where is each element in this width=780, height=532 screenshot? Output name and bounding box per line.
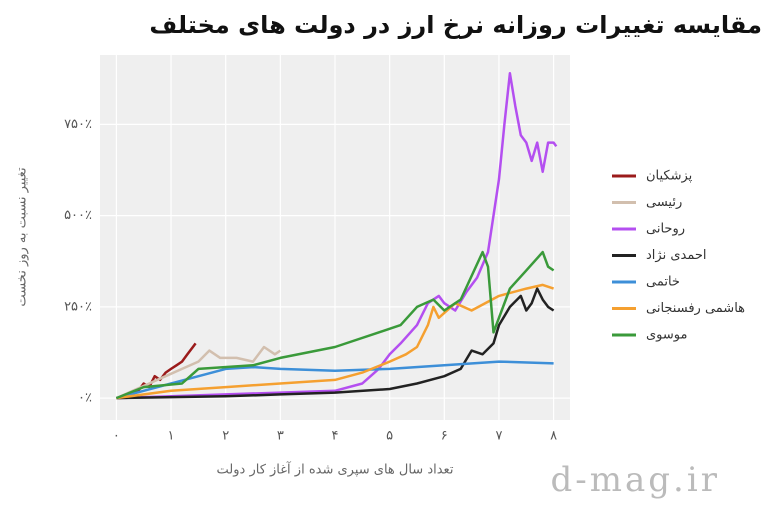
x-tick-label: ۲ <box>222 429 229 444</box>
legend-label: روحانی <box>646 222 685 237</box>
x-tick-label: ۵ <box>386 429 393 444</box>
y-axis-label: تغییر نسبت به روز نخست <box>15 167 30 307</box>
series-line <box>115 345 282 400</box>
y-tick-label: ۷۵۰٪ <box>64 117 92 132</box>
watermark: d-mag.ir <box>551 460 720 500</box>
series-line <box>116 72 558 400</box>
x-tick-label: ۶ <box>441 429 448 444</box>
legend-label: پزشکیان <box>646 169 693 184</box>
x-tick-label: ۰ <box>113 429 120 444</box>
x-axis-label: تعداد سال های سپری شده از آغاز کار دولت <box>217 461 454 478</box>
x-tick-label: ۴ <box>332 429 339 444</box>
legend-label: احمدی نژاد <box>646 248 707 263</box>
x-tick-label: ۷ <box>495 429 502 444</box>
legend-label: هاشمی رفسنجانی <box>646 301 745 316</box>
x-tick-label: ۸ <box>550 429 557 444</box>
y-tick-label: ۲۵۰٪ <box>64 299 92 314</box>
series-line <box>116 283 555 400</box>
y-tick-label: ۰٪ <box>78 391 92 406</box>
chart-title: مقایسه تغییرات روزانه نرخ ارز در دولت ها… <box>149 11 762 39</box>
legend-label: رئیسی <box>646 195 682 210</box>
x-tick-label: ۱ <box>168 429 175 444</box>
series-line <box>115 250 555 400</box>
legend-label: موسوی <box>646 328 687 343</box>
legend-label: خاتمی <box>646 275 680 290</box>
x-tick-label: ۳ <box>277 429 284 444</box>
y-tick-label: ۵۰۰٪ <box>64 208 92 223</box>
series-line <box>116 287 555 400</box>
